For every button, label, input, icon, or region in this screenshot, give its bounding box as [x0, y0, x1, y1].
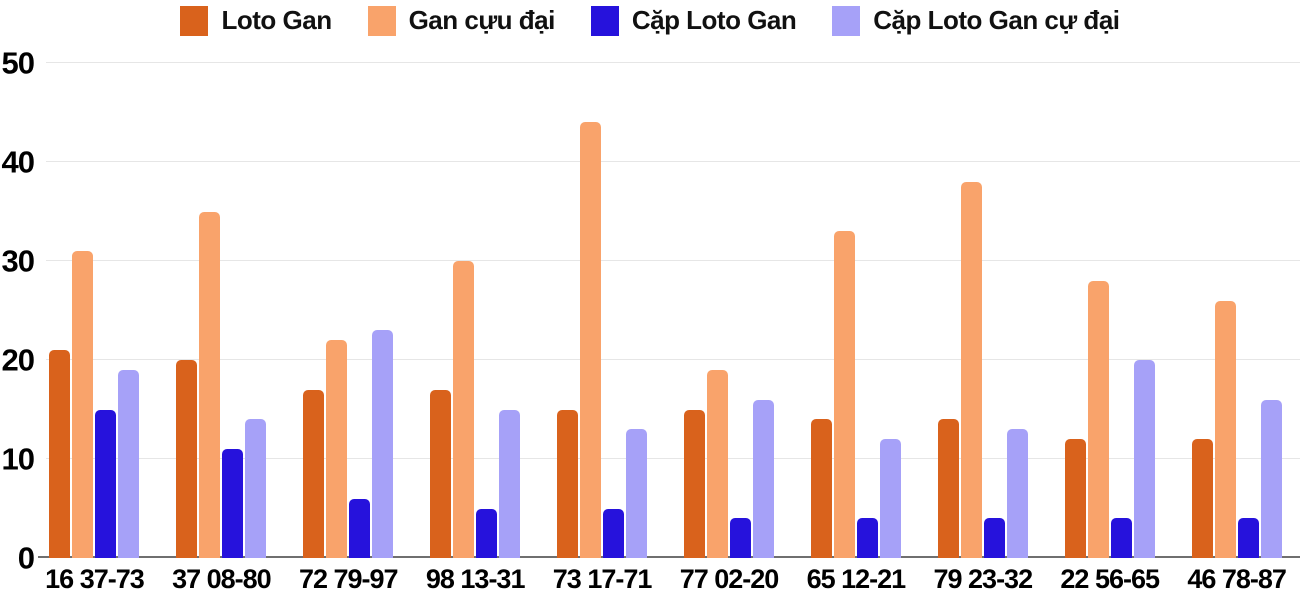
bar-loto-gan-77-02-20	[683, 409, 705, 558]
bar-cap-loto-gan-cu-dai-98-13-31	[499, 409, 521, 558]
x-axis-label-22-56-65: 22 56-65	[1060, 564, 1160, 594]
x-axis-label-77-02-20: 77 02-20	[679, 564, 780, 594]
bar-groups	[31, 63, 1300, 558]
bar-gan-cuu-dai-72-79-97	[326, 340, 348, 558]
x-axis-line	[38, 556, 1300, 558]
bar-cap-loto-gan-65-12-21	[856, 518, 878, 558]
legend-label-cap-loto-gan-cu-dai: Cặp Loto Gan cự đại	[873, 5, 1120, 35]
legend-label-cap-loto-gan: Cặp Loto Gan	[631, 5, 797, 35]
bar-group-77-02-20	[666, 63, 793, 558]
y-tick-label-20: 20	[1, 342, 35, 378]
bar-cap-loto-gan-22-56-65	[1110, 518, 1132, 558]
legend-item-cap-loto-gan[interactable]: Cặp Loto Gan	[590, 5, 797, 36]
plot-area: 0 10 20 30 40 50	[0, 48, 1300, 574]
y-tick-label-0: 0	[17, 540, 35, 576]
bar-loto-gan-73-17-71	[557, 409, 579, 558]
x-axis-label-65-12-21: 65 12-21	[806, 564, 907, 594]
bar-cap-loto-gan-73-17-71	[603, 508, 625, 558]
bar-gan-cuu-dai-65-12-21	[833, 231, 855, 558]
bar-cap-loto-gan-cu-dai-77-02-20	[752, 399, 774, 558]
legend-item-loto-gan[interactable]: Loto Gan	[180, 5, 332, 36]
bar-gan-cuu-dai-98-13-31	[453, 261, 475, 558]
gridline-40	[46, 161, 1300, 162]
bar-group-16-37-73	[31, 63, 158, 558]
bar-gan-cuu-dai-77-02-20	[706, 369, 728, 558]
bar-cap-loto-gan-46-78-87	[1237, 518, 1259, 558]
bar-group-72-79-97	[285, 63, 412, 558]
gridline-50	[46, 62, 1300, 63]
legend-swatch-gan-cuu-dai	[367, 5, 396, 36]
y-tick-label-40: 40	[1, 144, 35, 180]
bar-cap-loto-gan-cu-dai-46-78-87	[1260, 399, 1282, 558]
bar-loto-gan-98-13-31	[430, 389, 452, 558]
x-axis-label-46-78-87: 46 78-87	[1187, 564, 1287, 594]
bar-group-65-12-21	[792, 63, 919, 558]
legend-swatch-loto-gan	[180, 5, 209, 36]
bar-cap-loto-gan-cu-dai-65-12-21	[879, 439, 901, 558]
bar-loto-gan-46-78-87	[1191, 439, 1213, 558]
chart-legend: Loto Gan Gan cựu đại Cặp Loto Gan Cặp Loto …	[0, 5, 1300, 36]
bar-cap-loto-gan-cu-dai-22-56-65	[1133, 360, 1155, 558]
gridline-10	[46, 458, 1300, 459]
bar-gan-cuu-dai-79-23-32	[960, 181, 982, 558]
legend-label-gan-cuu-dai: Gan cựu đại	[408, 5, 556, 35]
bar-cap-loto-gan-98-13-31	[476, 508, 498, 558]
bar-loto-gan-79-23-32	[937, 419, 959, 558]
y-tick-label-50: 50	[1, 45, 35, 81]
x-axis-label-98-13-31: 98 13-31	[425, 564, 526, 594]
bar-loto-gan-65-12-21	[810, 419, 832, 558]
legend-swatch-cap-loto-gan	[590, 5, 619, 36]
bar-cap-loto-gan-cu-dai-73-17-71	[626, 429, 648, 558]
x-axis-labels: 16 37-73 37 08-80 72 79-97 98 13-31 73 17-71…	[31, 564, 1300, 595]
bar-cap-loto-gan-72-79-97	[349, 498, 371, 558]
x-axis-label-16-37-73: 16 37-73	[45, 564, 145, 594]
bar-group-37-08-80	[158, 63, 285, 558]
gridline-20	[46, 359, 1300, 360]
bar-cap-loto-gan-16-37-73	[95, 409, 117, 558]
bar-gan-cuu-dai-46-78-87	[1214, 300, 1236, 558]
bar-cap-loto-gan-37-08-80	[222, 449, 244, 558]
legend-item-gan-cuu-dai[interactable]: Gan cựu đại	[367, 5, 556, 36]
bar-cap-loto-gan-cu-dai-72-79-97	[372, 330, 394, 558]
y-tick-label-30: 30	[1, 243, 35, 279]
bar-cap-loto-gan-cu-dai-16-37-73	[118, 369, 140, 558]
bar-gan-cuu-dai-37-08-80	[199, 211, 221, 558]
bar-gan-cuu-dai-22-56-65	[1087, 280, 1109, 558]
bar-gan-cuu-dai-73-17-71	[580, 122, 602, 558]
legend-swatch-cap-loto-gan-cu-dai	[832, 5, 861, 36]
x-axis-label-72-79-97: 72 79-97	[298, 564, 399, 594]
bar-cap-loto-gan-cu-dai-37-08-80	[245, 419, 267, 558]
bar-group-46-78-87	[1173, 63, 1300, 558]
x-axis-label-79-23-32: 79 23-32	[933, 564, 1034, 594]
bar-loto-gan-37-08-80	[176, 360, 198, 558]
gridline-30	[46, 260, 1300, 261]
bar-group-73-17-71	[539, 63, 666, 558]
bar-cap-loto-gan-77-02-20	[729, 518, 751, 558]
y-tick-label-10: 10	[1, 441, 35, 477]
legend-item-cap-loto-gan-cu-dai[interactable]: Cặp Loto Gan cự đại	[832, 5, 1120, 36]
bar-cap-loto-gan-79-23-32	[983, 518, 1005, 558]
x-axis-label-37-08-80: 37 08-80	[172, 564, 272, 594]
legend-label-loto-gan: Loto Gan	[221, 5, 332, 35]
bar-group-22-56-65	[1046, 63, 1173, 558]
bar-group-79-23-32	[919, 63, 1046, 558]
bar-cap-loto-gan-cu-dai-79-23-32	[1006, 429, 1028, 558]
x-axis-label-73-17-71: 73 17-71	[552, 564, 653, 594]
bar-loto-gan-72-79-97	[303, 389, 325, 558]
bar-gan-cuu-dai-16-37-73	[72, 251, 94, 558]
bar-loto-gan-22-56-65	[1064, 439, 1086, 558]
bar-loto-gan-16-37-73	[49, 350, 71, 558]
bar-group-98-13-31	[412, 63, 539, 558]
